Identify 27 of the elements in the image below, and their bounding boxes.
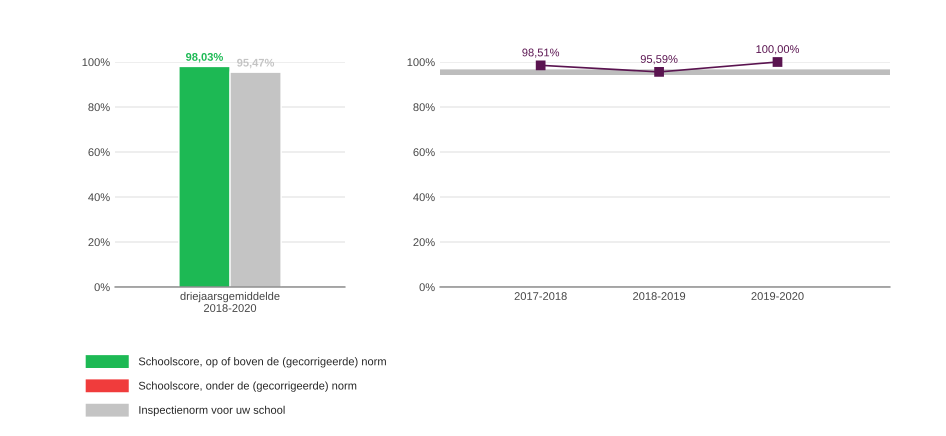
legend-label: Schoolscore, op of boven de (gecorrigeerde) norm <box>138 357 386 368</box>
y-tick-label: 60% <box>413 148 435 156</box>
data-label: 95,59% <box>640 55 678 64</box>
y-tick-label: 100% <box>82 58 110 66</box>
y-tick-label: 40% <box>88 193 110 202</box>
x-tick-label: 2019-2020 <box>751 292 804 300</box>
x-tick-label: 2017-2018 <box>514 292 567 300</box>
y-tick-label: 80% <box>88 103 110 112</box>
legend-label: Schoolscore, onder de (gecorrigeerde) norm <box>138 381 356 392</box>
data-label: 98,51% <box>522 48 560 58</box>
point <box>772 57 782 67</box>
x-tick-label: driejaarsgemiddelde 2018-2020 <box>180 292 280 312</box>
legend-label: Inspectienorm voor uw school <box>139 406 285 416</box>
y-tick-label: 80% <box>413 103 435 112</box>
y-tick-label: 40% <box>413 193 435 202</box>
y-tick-label: 20% <box>88 238 110 246</box>
data-label: 98,03% <box>186 52 223 62</box>
y-tick-label: 0% <box>420 283 435 292</box>
x-tick-label: 2018-2019 <box>633 292 686 300</box>
point <box>654 67 664 77</box>
y-tick-label: 0% <box>94 283 110 292</box>
y-tick-label: 60% <box>88 148 110 156</box>
data-label: 95,47% <box>237 58 274 68</box>
y-tick-label: 100% <box>408 58 435 66</box>
point <box>536 60 546 70</box>
y-tick-label: 20% <box>413 238 435 246</box>
data-label: 100,00% <box>756 45 800 54</box>
